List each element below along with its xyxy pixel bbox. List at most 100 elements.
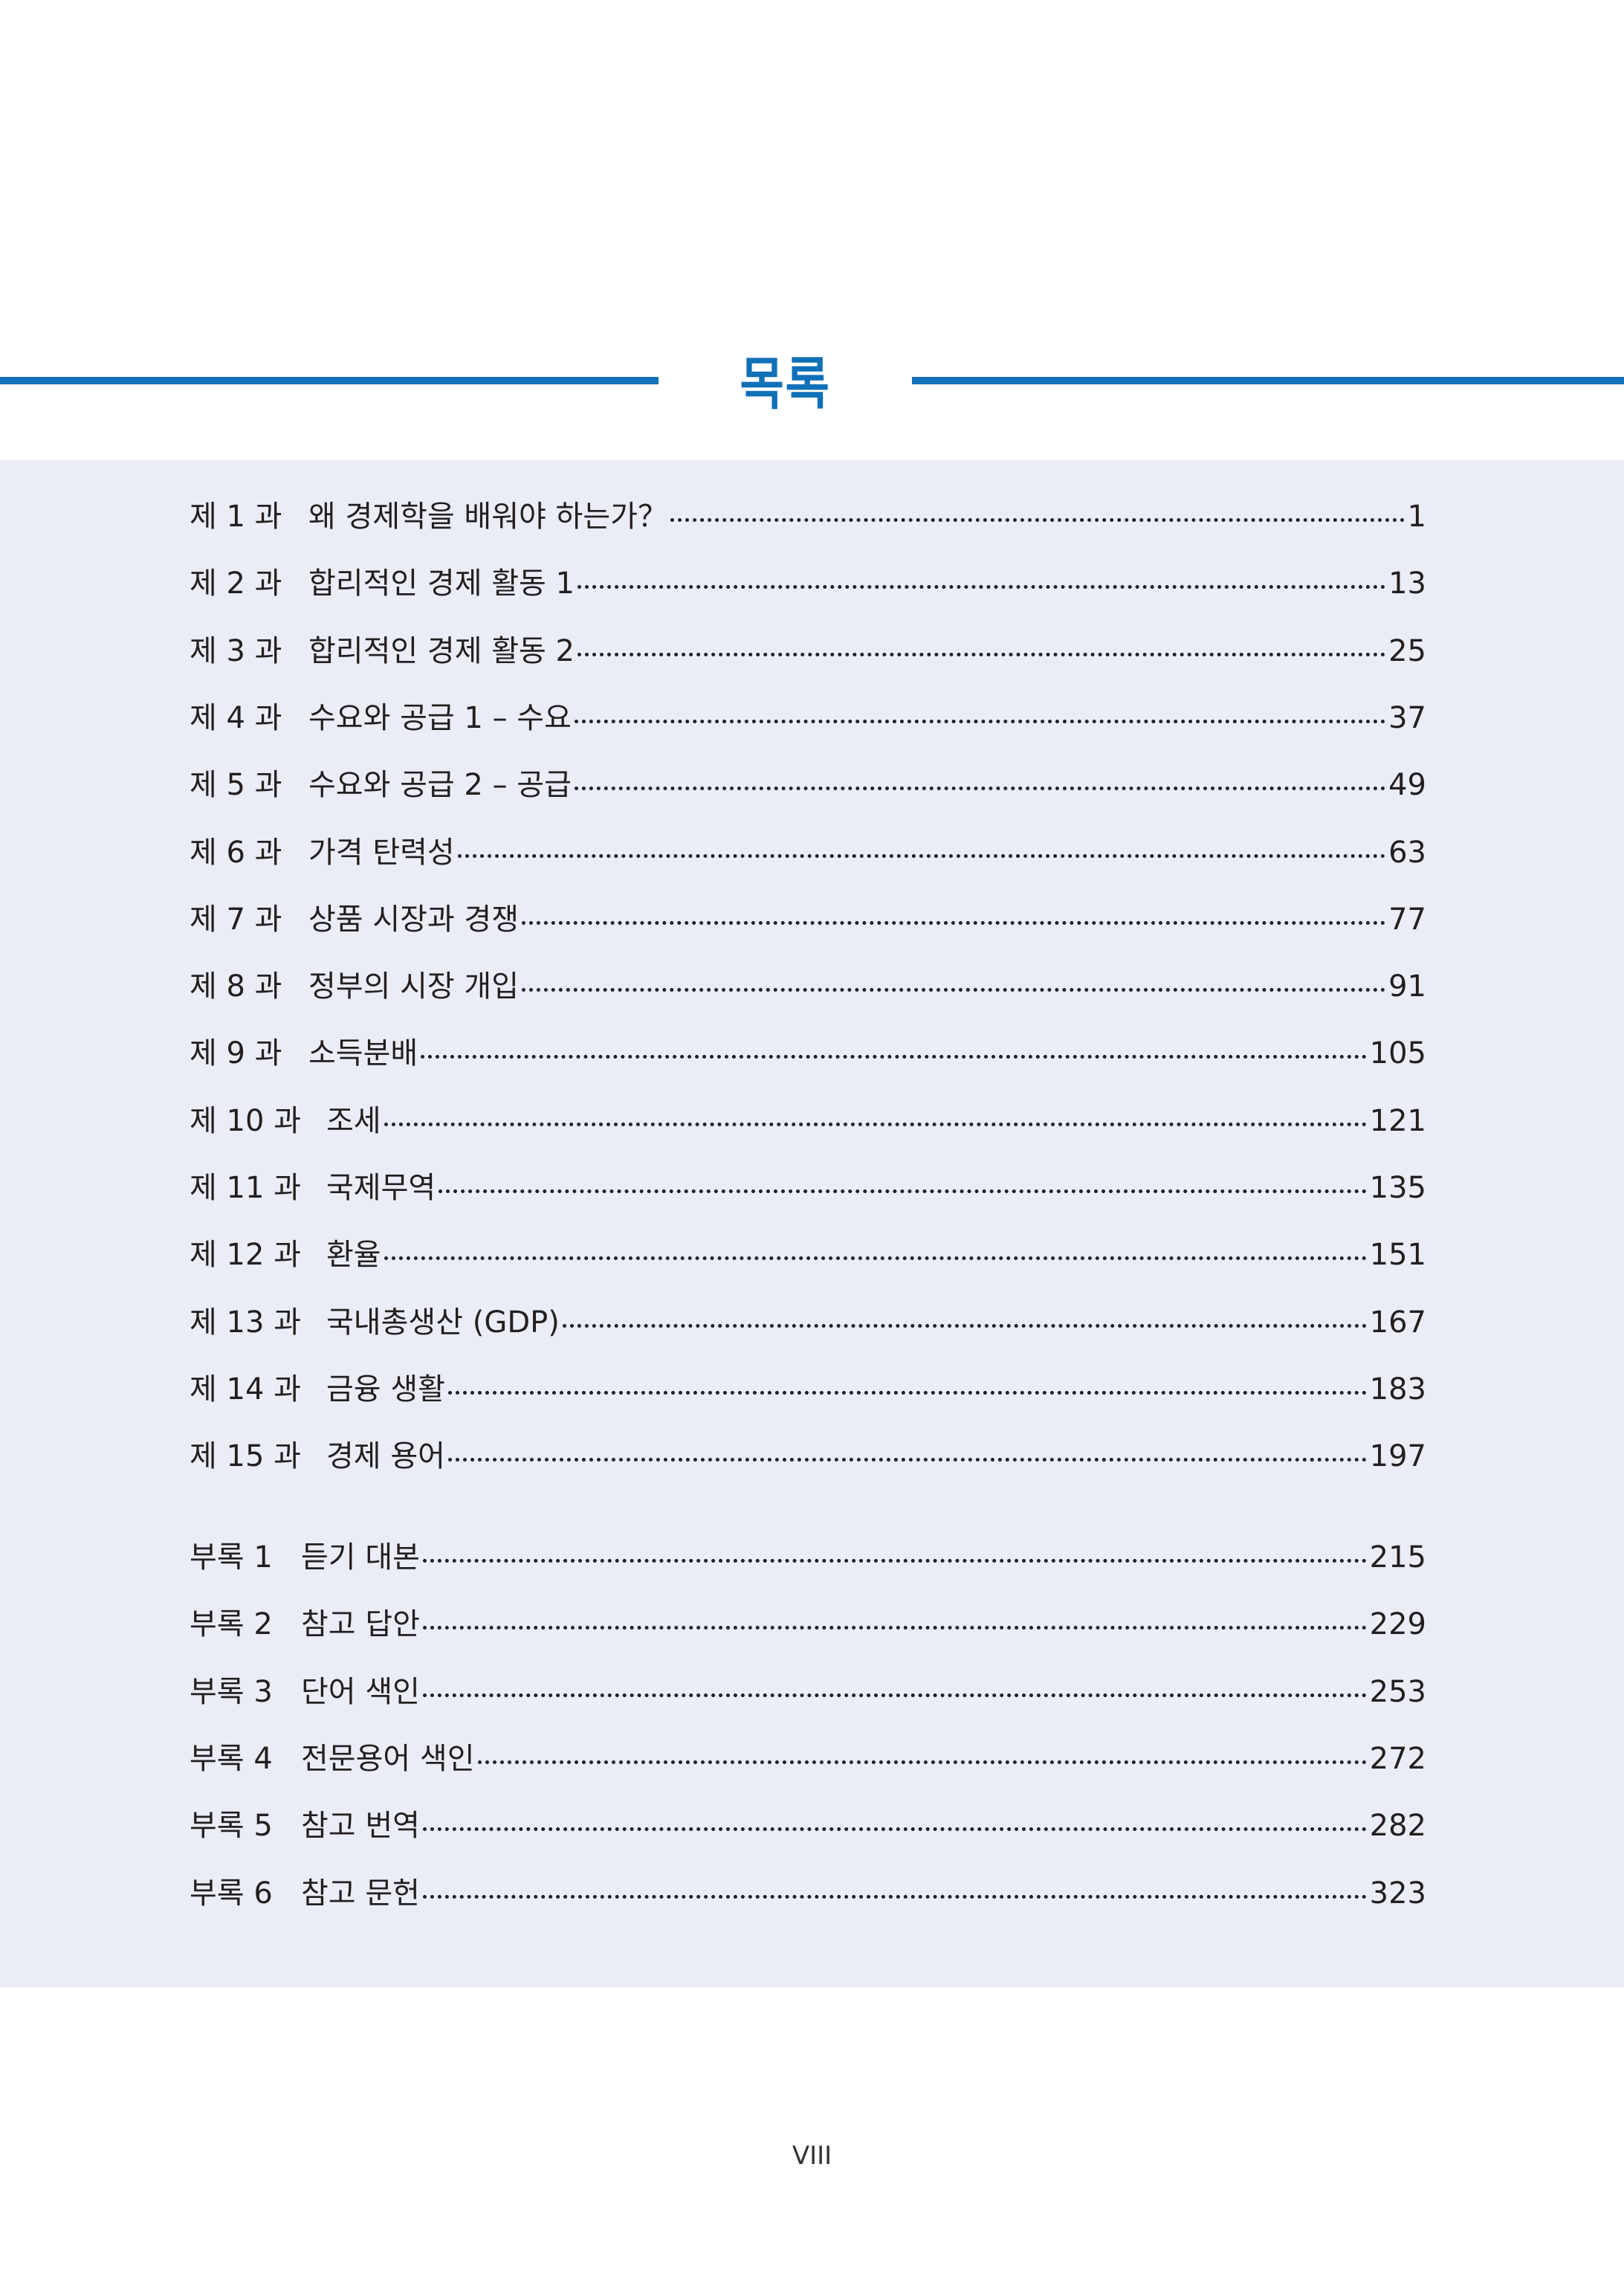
- entry-label: 제 12 과: [190, 1238, 301, 1273]
- dot-leader: [447, 1458, 1367, 1462]
- entry-label: 부록 5: [190, 1809, 273, 1844]
- entry-title: 전문용어 색인: [301, 1741, 475, 1776]
- toc-entry-chapter[interactable]: 제 8 과 정부의 시장 개입 91: [190, 962, 1426, 1007]
- dot-leader: [384, 1122, 1367, 1126]
- entry-page: 105: [1369, 1036, 1426, 1071]
- entry-title: 상품 시장과 경쟁: [308, 902, 520, 937]
- entry-label: 제 15 과: [190, 1439, 301, 1474]
- entry-label: 제 1 과: [190, 500, 282, 534]
- dot-leader: [422, 1827, 1367, 1832]
- entry-title: 수요와 공급 1 – 수요: [308, 700, 572, 735]
- entry-label: 제 3 과: [190, 633, 282, 668]
- entry-label: 부록 3: [190, 1674, 273, 1709]
- entry-title: 합리적인 경제 활동 1: [308, 566, 575, 601]
- toc-entry-chapter[interactable]: 제 13 과 국내총생산 (GDP) 167: [190, 1298, 1426, 1343]
- entry-label: 제 9 과: [190, 1036, 282, 1071]
- entry-title: 수요와 공급 2 – 공급: [308, 768, 572, 803]
- entry-label: 부록 2: [190, 1607, 273, 1642]
- toc-entry-appendix[interactable]: 부록 2 참고 답안 229: [190, 1600, 1426, 1644]
- toc-entry-chapter[interactable]: 제 6 과 가격 탄력성 63: [190, 828, 1426, 873]
- entry-label: 제 4 과: [190, 700, 282, 735]
- page-number: VIII: [792, 2141, 832, 2171]
- toc-entry-chapter[interactable]: 제 10 과 조세 121: [190, 1097, 1426, 1141]
- entry-label: 부록 4: [190, 1741, 273, 1776]
- dot-leader: [574, 719, 1386, 723]
- entry-title: 금융 생활: [326, 1372, 445, 1407]
- page-title: 목록: [740, 351, 831, 417]
- dot-leader: [522, 920, 1386, 925]
- dot-leader: [422, 1693, 1367, 1697]
- entry-page: 197: [1369, 1439, 1426, 1474]
- entry-page: 253: [1369, 1674, 1426, 1709]
- toc-entry-chapter[interactable]: 제 7 과 상품 시장과 경쟁 77: [190, 895, 1426, 940]
- toc-entry-chapter[interactable]: 제 4 과 수요와 공급 1 – 수요 37: [190, 694, 1426, 738]
- entry-title: 정부의 시장 개입: [308, 969, 520, 1004]
- entry-label: 제 13 과: [190, 1305, 301, 1340]
- entry-title: 참고 문헌: [301, 1876, 420, 1911]
- entry-page: 37: [1388, 700, 1426, 735]
- toc-entry-chapter[interactable]: 제 14 과 금융 생활 183: [190, 1365, 1426, 1409]
- entry-page: 183: [1369, 1372, 1426, 1407]
- entry-label: 부록 6: [190, 1876, 273, 1911]
- toc-entry-chapter[interactable]: 제 12 과 환율 151: [190, 1230, 1426, 1275]
- entry-page: 135: [1369, 1171, 1426, 1205]
- entry-title: 경제 용어: [326, 1439, 445, 1474]
- entry-page: 167: [1369, 1305, 1426, 1340]
- entry-page: 151: [1369, 1238, 1426, 1273]
- dot-leader: [578, 585, 1386, 590]
- entry-label: 제 6 과: [190, 835, 282, 870]
- dot-leader: [422, 1559, 1367, 1563]
- entry-page: 272: [1369, 1741, 1426, 1776]
- dot-leader: [421, 1055, 1367, 1059]
- toc-entry-appendix[interactable]: 부록 1 듣기 대본 215: [190, 1533, 1426, 1578]
- entry-title: 가격 탄력성: [308, 835, 455, 870]
- entry-label: 제 14 과: [190, 1372, 301, 1407]
- entry-title: 국내총생산 (GDP): [326, 1305, 560, 1340]
- entry-title: 참고 번역: [301, 1809, 420, 1844]
- entry-page: 91: [1388, 969, 1426, 1004]
- entry-label: 제 7 과: [190, 902, 282, 937]
- title-rule-left: [0, 377, 659, 384]
- toc-entry-appendix[interactable]: 부록 4 전문용어 색인 272: [190, 1734, 1426, 1779]
- entry-title: 참고 답안: [301, 1607, 420, 1642]
- entry-label: 제 11 과: [190, 1171, 301, 1205]
- entry-page: 25: [1388, 633, 1426, 668]
- entry-title: 소득분배: [308, 1036, 418, 1071]
- toc-entry-appendix[interactable]: 부록 5 참고 번역 282: [190, 1801, 1426, 1846]
- toc-entry-chapter[interactable]: 제 11 과 국제무역 135: [190, 1163, 1426, 1208]
- entry-label: 제 8 과: [190, 969, 282, 1004]
- toc-entry-chapter[interactable]: 제 3 과 합리적인 경제 활동 2 25: [190, 627, 1426, 671]
- toc-entry-appendix[interactable]: 부록 6 참고 문헌 323: [190, 1869, 1426, 1914]
- dot-leader: [574, 787, 1386, 791]
- entry-page: 49: [1388, 768, 1426, 803]
- entry-label: 제 2 과: [190, 566, 282, 601]
- entry-title: 듣기 대본: [301, 1540, 420, 1575]
- toc-entry-chapter[interactable]: 제 1 과 왜 경제학을 배워야 하는가？ 1: [190, 492, 1426, 537]
- toc-entry-chapter[interactable]: 제 5 과 수요와 공급 2 – 공급 49: [190, 761, 1426, 805]
- entry-page: 323: [1369, 1876, 1426, 1911]
- entry-page: 13: [1388, 566, 1426, 601]
- entry-page: 215: [1369, 1540, 1426, 1575]
- dot-leader: [439, 1189, 1367, 1193]
- dot-leader: [422, 1626, 1367, 1630]
- toc-entry-chapter[interactable]: 제 15 과 경제 용어 197: [190, 1432, 1426, 1476]
- toc-entry-appendix[interactable]: 부록 3 단어 색인 253: [190, 1667, 1426, 1712]
- toc-entry-chapter[interactable]: 제 9 과 소득분배 105: [190, 1029, 1426, 1073]
- dot-leader: [578, 652, 1386, 656]
- entry-title: 국제무역: [326, 1171, 436, 1205]
- dot-leader: [477, 1760, 1367, 1764]
- entry-page: 1: [1407, 500, 1426, 534]
- toc-panel: [0, 460, 1624, 1987]
- entry-title: 합리적인 경제 활동 2: [308, 633, 575, 668]
- entry-page: 121: [1369, 1103, 1426, 1138]
- dot-leader: [670, 518, 1405, 522]
- entry-page: 77: [1388, 902, 1426, 937]
- dot-leader: [447, 1390, 1367, 1395]
- entry-page: 229: [1369, 1607, 1426, 1642]
- entry-label: 제 5 과: [190, 768, 282, 803]
- entry-title: 조세: [326, 1103, 381, 1138]
- dot-leader: [562, 1323, 1367, 1328]
- dot-leader: [457, 853, 1386, 858]
- toc-entry-chapter[interactable]: 제 2 과 합리적인 경제 활동 1 13: [190, 559, 1426, 604]
- entry-page: 282: [1369, 1809, 1426, 1844]
